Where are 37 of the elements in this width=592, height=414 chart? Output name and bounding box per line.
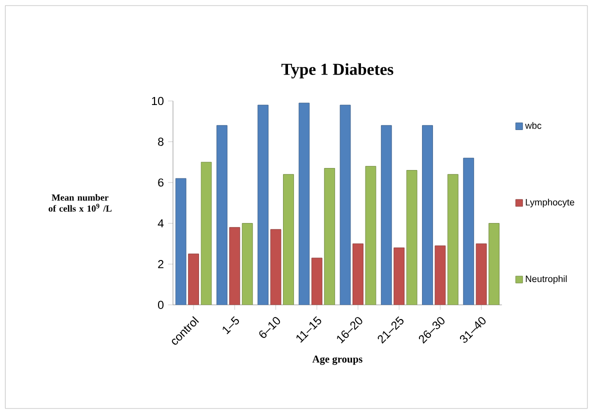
y-tick-label: 8	[158, 138, 164, 146]
bar	[175, 178, 186, 305]
legend-label: Lymphocyte	[526, 198, 574, 208]
bar	[258, 104, 268, 305]
bar	[406, 170, 418, 305]
bar	[463, 158, 474, 305]
bar	[216, 125, 228, 305]
x-tick-label: 1–5	[222, 316, 239, 334]
bar	[352, 244, 364, 305]
bar	[340, 104, 351, 305]
bar	[488, 223, 500, 305]
y-axis-title: Mean number of cells x 10$^{9}$ /L	[48, 194, 112, 212]
y-tick-label: 4	[158, 219, 164, 228]
bar	[447, 174, 458, 305]
y-tick-label: 10	[152, 97, 164, 106]
bar	[283, 174, 294, 305]
bar	[188, 254, 199, 305]
bar	[434, 246, 446, 305]
bar	[380, 125, 392, 305]
chart-title: Type 1 Diabetes	[281, 63, 394, 79]
bar	[311, 258, 322, 305]
y-tick-label: 6	[158, 178, 164, 187]
y-tick-label: 2	[158, 260, 164, 268]
bar	[200, 162, 212, 305]
bar	[476, 244, 487, 305]
legend-label: Neutrophil	[526, 275, 567, 284]
legend-label: wbc	[525, 122, 542, 129]
x-axis-title: Age groups	[312, 356, 362, 365]
bar	[422, 125, 433, 305]
bar	[324, 168, 336, 305]
bar	[298, 102, 310, 305]
y-tick-label: 0	[158, 300, 164, 310]
bar	[242, 223, 253, 305]
bar	[394, 248, 405, 305]
bar	[270, 229, 282, 305]
bar	[365, 166, 376, 305]
bar	[229, 227, 240, 305]
